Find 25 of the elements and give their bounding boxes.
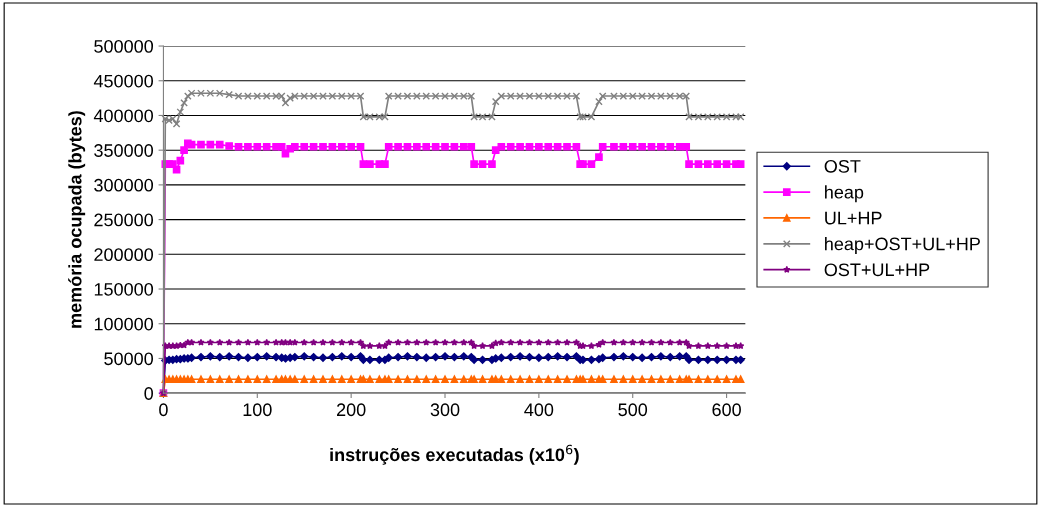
- y-tick-label: 400000: [93, 109, 154, 123]
- y-tick-label: 300000: [94, 178, 154, 192]
- legend-label: heap+OST+UL+HP: [825, 237, 980, 254]
- y-tick-label: 50000: [104, 352, 154, 366]
- x-tick-label: 500: [618, 403, 648, 417]
- y-tick-label: 200000: [94, 248, 154, 262]
- x-tick-label: 400: [524, 403, 554, 417]
- y-tick-label: 100000: [94, 317, 154, 331]
- x-tick-label: 0: [159, 403, 168, 417]
- x-tick-label: 200: [337, 403, 366, 417]
- y-axis-title: memória ocupada (bytes): [68, 111, 86, 328]
- y-tick-label: 0: [144, 387, 154, 400]
- legend-label: heap: [825, 185, 864, 203]
- y-tick-label: 450000: [93, 74, 154, 88]
- y-tick-label: 150000: [94, 282, 154, 296]
- legend-label: OST: [824, 159, 861, 173]
- x-axis-title: instruções executadas (x10$^{6}$): [330, 444, 579, 465]
- x-tick-label: 100: [243, 403, 272, 417]
- legend-label: OST+UL+HP: [824, 263, 930, 277]
- x-tick-label: 600: [712, 403, 741, 417]
- y-tick-label: 500000: [94, 39, 154, 53]
- x-tick-label: 300: [430, 403, 460, 417]
- y-tick-label: 250000: [94, 213, 154, 227]
- y-tick-label: 350000: [94, 144, 154, 157]
- legend-label: UL+HP: [825, 211, 882, 225]
